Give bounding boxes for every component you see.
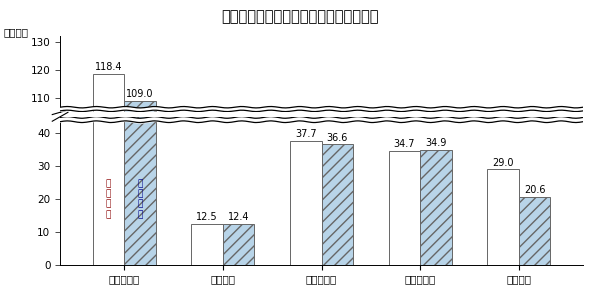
Text: 20.6: 20.6	[524, 185, 545, 195]
Bar	[93, 0, 124, 265]
Bar	[124, 0, 156, 265]
Text: 令
和
元
年: 令 和 元 年	[106, 179, 111, 219]
Text: 12.4: 12.4	[228, 213, 249, 222]
Text: 109.0: 109.0	[126, 89, 154, 99]
Text: 36.6: 36.6	[326, 133, 348, 143]
Text: 34.9: 34.9	[426, 138, 447, 148]
Text: 29.0: 29.0	[492, 158, 514, 168]
Text: 37.7: 37.7	[295, 129, 317, 139]
Text: 34.7: 34.7	[394, 139, 415, 149]
Bar	[191, 224, 223, 265]
Bar	[322, 144, 353, 265]
Text: 118.4: 118.4	[95, 62, 122, 72]
Bar	[93, 74, 124, 301]
Text: （兆円）: （兆円）	[3, 27, 28, 37]
Text: 令
和
２
年: 令 和 ２ 年	[137, 179, 142, 219]
Text: 農業・食料関連産業の国内生産額の動向: 農業・食料関連産業の国内生産額の動向	[222, 9, 379, 24]
Text: 12.5: 12.5	[197, 212, 218, 222]
Bar	[519, 197, 551, 265]
Bar	[420, 150, 452, 265]
Bar	[223, 224, 254, 265]
Bar	[290, 141, 322, 265]
Bar	[389, 151, 420, 265]
Bar	[487, 169, 519, 265]
Bar	[124, 101, 156, 301]
